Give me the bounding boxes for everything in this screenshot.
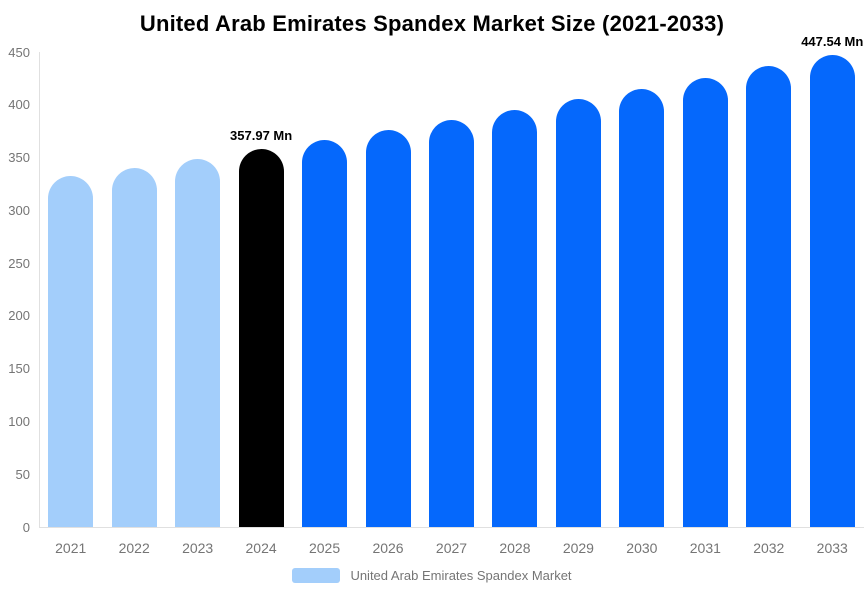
x-tick-label-2027: 2027 — [435, 540, 468, 556]
y-tick-label-0: 0 — [22, 519, 30, 535]
bar-2032[interactable] — [746, 66, 792, 527]
bar-2033[interactable] — [809, 54, 855, 527]
bar-2024[interactable] — [238, 149, 284, 527]
y-tick-label-450: 450 — [8, 44, 30, 60]
x-tick-label-2029: 2029 — [562, 540, 594, 556]
x-tick-label-2030: 2030 — [626, 540, 658, 556]
x-tick-label-2031: 2031 — [689, 540, 721, 556]
legend-label[interactable]: United Arab Emirates Spandex Market — [350, 568, 572, 583]
bar-2021[interactable] — [48, 176, 94, 527]
x-tick-label-2022: 2022 — [118, 540, 150, 556]
y-tick-label-300: 300 — [8, 202, 30, 218]
bar-2030[interactable] — [619, 88, 665, 527]
x-tick-label-2024: 2024 — [245, 540, 277, 556]
y-tick-label-350: 350 — [8, 150, 30, 166]
x-tick-label-2032: 2032 — [753, 540, 785, 556]
legend: United Arab Emirates Spandex Market — [0, 568, 864, 583]
x-tick-label-2025: 2025 — [308, 540, 341, 556]
bar-2028[interactable] — [492, 109, 538, 527]
x-tick-label-2021: 2021 — [55, 540, 87, 556]
y-tick-label-150: 150 — [8, 361, 30, 377]
bar-2025[interactable] — [302, 139, 348, 527]
bar-2027[interactable] — [429, 119, 474, 527]
bar-2026[interactable] — [365, 129, 411, 527]
bar-2029[interactable] — [555, 99, 601, 527]
x-axis-line — [39, 527, 864, 528]
bar-2031[interactable] — [682, 77, 728, 527]
y-tick-label-100: 100 — [8, 413, 30, 429]
x-tick-label-2023: 2023 — [182, 540, 214, 556]
legend-swatch[interactable] — [292, 568, 341, 583]
y-tick-label-50: 50 — [15, 466, 30, 482]
bar-2022[interactable] — [111, 167, 157, 527]
y-tick-label-200: 200 — [8, 308, 30, 324]
chart-title: United Arab Emirates Spandex Market Size… — [139, 11, 725, 36]
data-label-2024: 357.97 Mn — [230, 128, 293, 144]
x-tick-label-2026: 2026 — [372, 540, 404, 556]
y-axis-line — [39, 52, 40, 527]
x-tick-label-2028: 2028 — [499, 540, 531, 556]
bar-2023[interactable] — [175, 158, 221, 527]
y-tick-label-400: 400 — [8, 97, 30, 113]
y-tick-label-250: 250 — [8, 255, 30, 271]
data-label-2033: 447.54 Mn — [801, 33, 864, 49]
x-tick-label-2033: 2033 — [816, 540, 848, 556]
